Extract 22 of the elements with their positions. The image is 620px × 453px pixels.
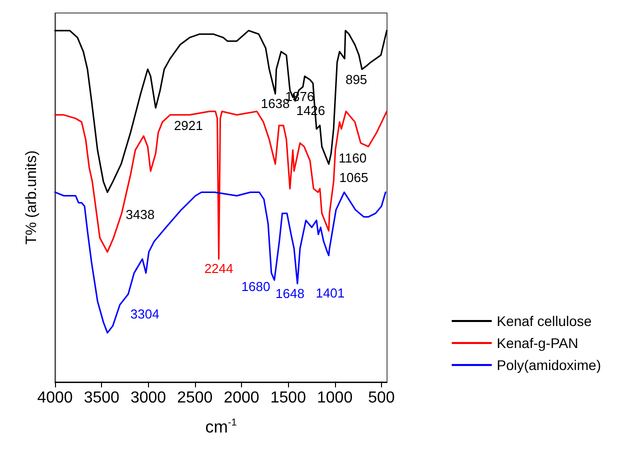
annotation: 1401 xyxy=(316,286,345,301)
x-tick-label: 3500 xyxy=(84,390,120,406)
annotation: 1160 xyxy=(338,150,367,166)
annotation: 1065 xyxy=(339,170,368,186)
legend-label: Kenaf cellulose xyxy=(496,313,592,329)
legend-label: Kenaf-g-PAN xyxy=(496,335,578,351)
annotation: 1648 xyxy=(276,286,304,302)
x-tick-label: 2500 xyxy=(177,390,213,406)
annotation: 3438 xyxy=(126,207,155,222)
annotation: 2244 xyxy=(204,261,234,276)
x-tick-label: 500 xyxy=(368,390,395,406)
x-tick-label: 1500 xyxy=(270,390,306,406)
annotation: 895 xyxy=(345,72,368,88)
annotation: 3304 xyxy=(130,306,160,322)
annotation: 2921 xyxy=(174,118,203,133)
legend-label: Poly(amidoxime) xyxy=(496,357,601,373)
x-tick-label: 3000 xyxy=(130,390,166,406)
x-tick-label: 1000 xyxy=(317,390,353,406)
x-tick-label: 4000 xyxy=(37,390,73,406)
y-axis-title: T% (arb.units) xyxy=(23,150,40,245)
annotation: 1680 xyxy=(241,279,270,294)
x-tick-label: 2000 xyxy=(224,390,260,406)
